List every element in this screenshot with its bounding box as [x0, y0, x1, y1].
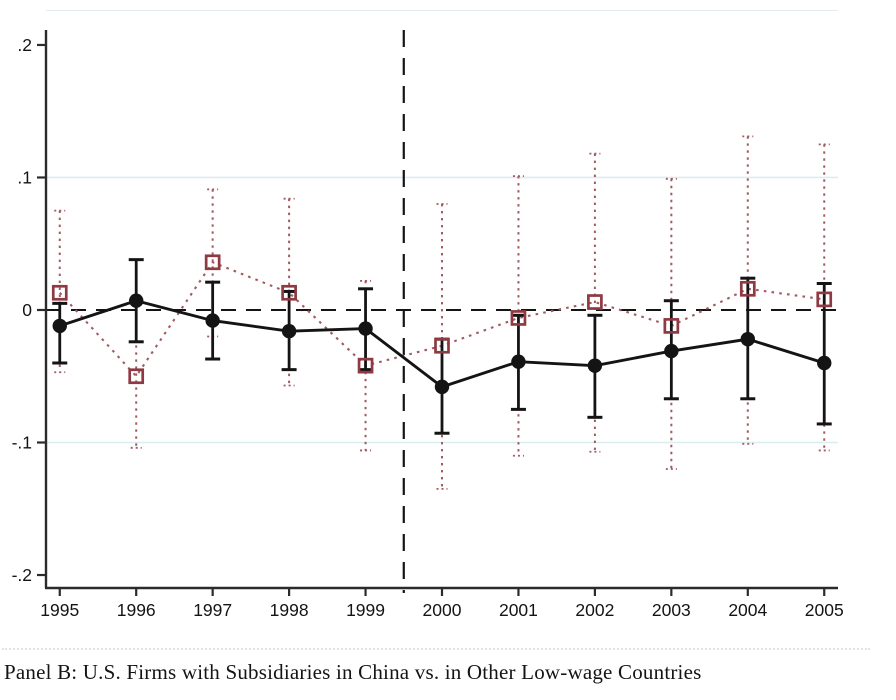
lowwage-point-square	[663, 318, 680, 334]
lowwage-point-square	[510, 310, 527, 326]
caption-divider	[2, 648, 870, 650]
china-point	[511, 354, 526, 369]
lowwage-point-square	[587, 294, 603, 310]
lowwage-point-square	[816, 291, 833, 308]
x-tick-label: 1995	[40, 600, 79, 620]
lowwage-point-square	[204, 254, 221, 271]
china-point	[434, 379, 450, 395]
china-point	[664, 343, 679, 359]
x-tick-label: 2001	[499, 600, 538, 620]
x-tick-label: 2000	[423, 600, 462, 620]
x-tick-label: 1998	[270, 600, 309, 620]
figure-caption: Panel B: U.S. Firms with Subsidiaries in…	[4, 660, 702, 684]
lowwage-point-square	[434, 337, 450, 354]
plot-top-border	[46, 10, 838, 11]
x-tick-label: 2004	[728, 600, 767, 620]
y-tick-label: .2	[17, 35, 32, 55]
x-tick-label: 2002	[575, 600, 614, 620]
china-point	[52, 318, 67, 334]
y-tick-label: 0	[22, 300, 32, 320]
x-tick-label: 1999	[346, 600, 385, 620]
china-point	[358, 321, 373, 336]
x-tick-label: 1996	[117, 600, 156, 620]
x-tick-label: 2005	[805, 600, 844, 620]
lowwage-point-square	[739, 280, 756, 297]
china-point	[587, 358, 603, 373]
lowwage-point-square	[128, 368, 145, 385]
china-point	[205, 313, 220, 328]
lowwage-point-square	[281, 284, 297, 301]
china-point	[817, 355, 832, 371]
x-tick-label: 2003	[652, 600, 691, 620]
china-point	[281, 323, 297, 339]
y-tick-label: .1	[17, 167, 32, 187]
lowwage-point-square	[357, 357, 374, 374]
event-study-chart: .2 .1 0 -.1 -.2 1995 1996 1997 1998 1999 2000 2001 2…	[12, 30, 844, 620]
y-tick-label: -.1	[12, 433, 32, 453]
lowwage-point-square	[51, 284, 68, 301]
x-tick-label: 1997	[193, 600, 232, 620]
china-point	[740, 331, 755, 347]
y-tick-label: -.2	[12, 565, 32, 585]
china-point	[129, 293, 144, 308]
